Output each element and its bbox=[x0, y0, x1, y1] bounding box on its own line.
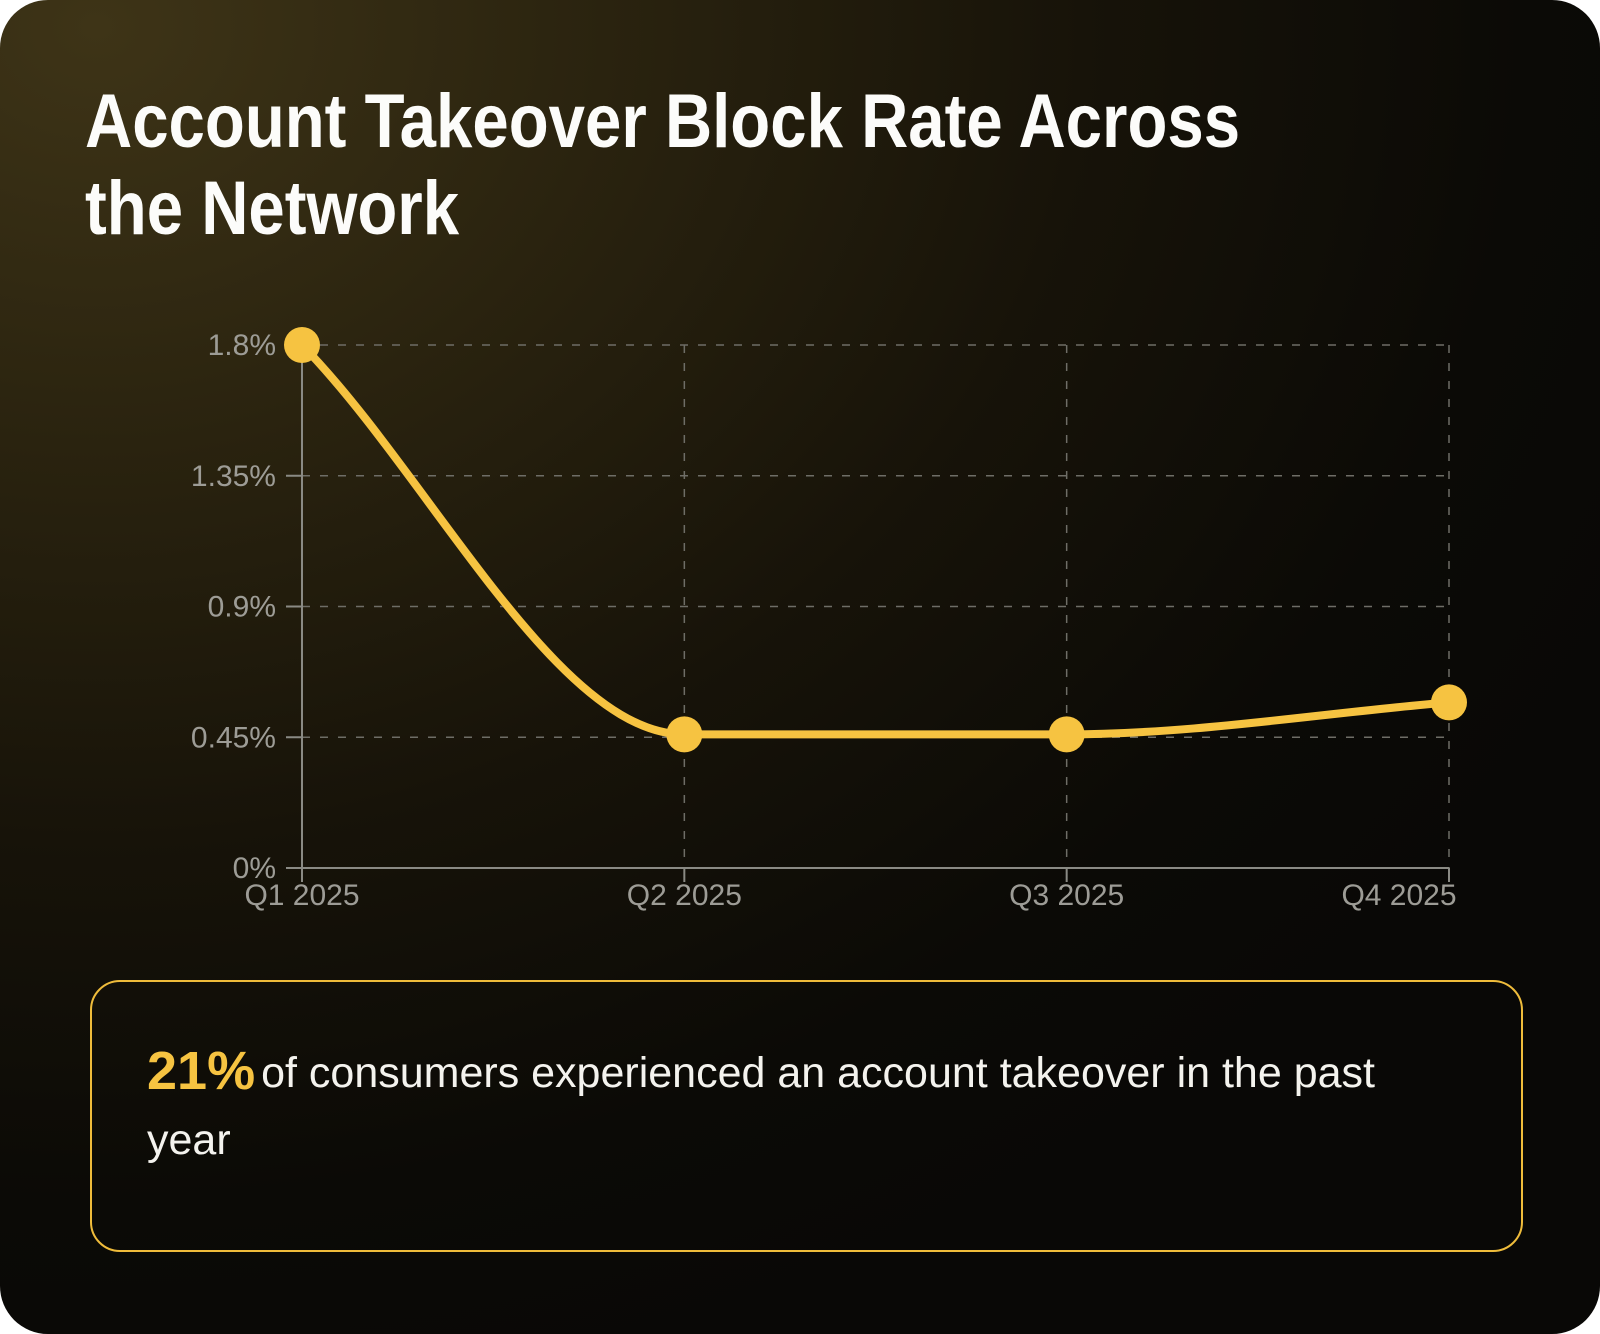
y-axis-label: 0.45% bbox=[191, 721, 276, 754]
stat-value: 21% bbox=[147, 1041, 256, 1101]
data-point bbox=[1431, 684, 1467, 721]
x-axis-label: Q1 2025 bbox=[244, 879, 359, 912]
y-axis-label: 0.9% bbox=[208, 591, 276, 624]
y-axis-label: 0% bbox=[233, 852, 276, 885]
x-axis-label: Q4 2025 bbox=[1341, 879, 1456, 912]
data-point bbox=[1048, 716, 1085, 753]
stat-callout: 21% of consumers experienced an account t… bbox=[90, 980, 1523, 1252]
x-axis-label: Q2 2025 bbox=[627, 879, 742, 912]
stat-sentence: 21% of consumers experienced an account t… bbox=[147, 1038, 1441, 1174]
series-line bbox=[298, 341, 1453, 739]
page-title: Account Takeover Block Rate Across the N… bbox=[85, 79, 1241, 251]
data-point bbox=[284, 327, 320, 363]
y-axis-label: 1.8% bbox=[208, 329, 276, 362]
data-point bbox=[666, 716, 703, 753]
stat-text: of consumers experienced an account take… bbox=[147, 1049, 1375, 1164]
y-axis-label: 1.35% bbox=[191, 460, 276, 493]
x-axis-label: Q3 2025 bbox=[1009, 879, 1124, 912]
